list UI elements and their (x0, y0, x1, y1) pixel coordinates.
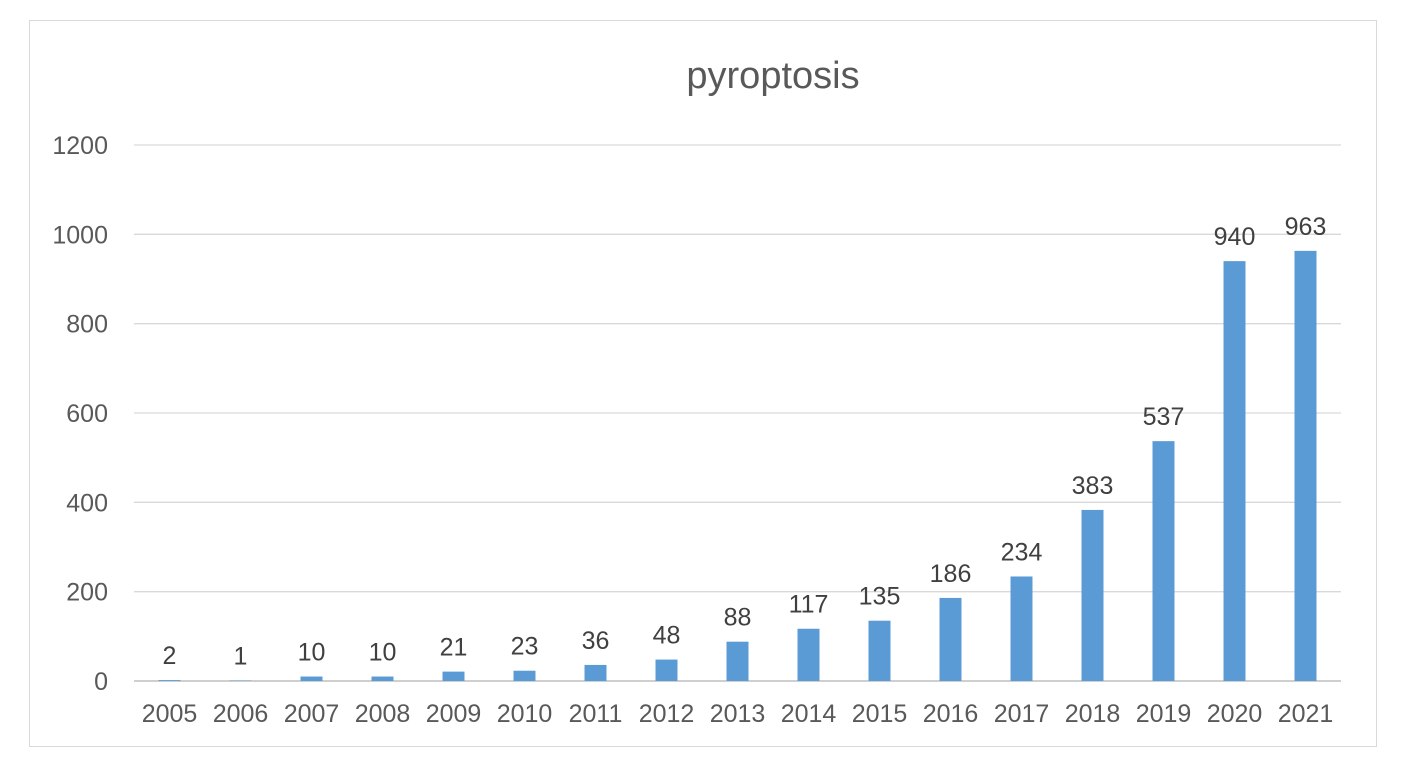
x-tick-label-2020: 2020 (1207, 700, 1263, 728)
data-label-2018: 383 (1072, 472, 1114, 500)
bar-2019 (1152, 441, 1175, 681)
bar-2021 (1294, 250, 1317, 682)
data-label-2012: 48 (653, 622, 681, 650)
bar-2013 (726, 641, 749, 681)
data-label-2021: 963 (1285, 213, 1327, 241)
bar-2012 (655, 659, 678, 681)
x-tick-label-2012: 2012 (639, 700, 695, 728)
data-label-2013: 88 (724, 604, 752, 632)
bar-2010 (513, 670, 536, 681)
x-tick-label-2008: 2008 (355, 700, 411, 728)
bar-2008 (371, 676, 394, 681)
x-tick-label-2014: 2014 (781, 700, 837, 728)
x-tick-label-2010: 2010 (497, 700, 553, 728)
x-tick-label-2015: 2015 (852, 700, 908, 728)
y-tick-label: 1000 (52, 221, 108, 249)
data-label-2008: 10 (369, 639, 397, 667)
x-tick-label-2006: 2006 (213, 700, 269, 728)
gridlines (134, 144, 1341, 682)
bar-2018 (1081, 509, 1104, 681)
x-axis-tick-labels: 2005 2006 2007 2008 2009 2010 2011 2012 2013 2014… (142, 700, 1334, 728)
x-tick-label-2021: 2021 (1278, 700, 1334, 728)
bar-2017 (1010, 576, 1033, 681)
bar-2005 (158, 680, 181, 681)
y-tick-label: 400 (66, 489, 108, 517)
x-tick-label-2005: 2005 (142, 700, 198, 728)
bars (158, 250, 1317, 682)
x-tick-label-2017: 2017 (994, 700, 1050, 728)
x-tick-label-2019: 2019 (1136, 700, 1192, 728)
chart-title: pyroptosis (686, 55, 859, 97)
bar-2016 (939, 597, 962, 681)
x-tick-label-2007: 2007 (284, 700, 340, 728)
bar-2014 (797, 628, 820, 681)
chart-area-border (29, 20, 1377, 747)
data-label-2005: 2 (163, 642, 177, 670)
x-tick-label-2009: 2009 (426, 700, 482, 728)
x-tick-label-2016: 2016 (923, 700, 979, 728)
x-tick-label-2018: 2018 (1065, 700, 1121, 728)
y-tick-label: 1200 (52, 132, 108, 160)
bar-2011 (584, 664, 607, 681)
data-label-2010: 23 (511, 633, 539, 661)
bar-2015 (868, 620, 891, 681)
y-tick-label: 800 (66, 311, 108, 339)
y-tick-label: 200 (66, 579, 108, 607)
bar-2007 (300, 676, 323, 681)
y-axis-tick-labels: 0 200 400 600 800 1000 1200 (52, 132, 108, 696)
y-tick-label: 0 (94, 668, 108, 696)
data-label-2015: 135 (859, 583, 901, 611)
y-tick-label: 600 (66, 400, 108, 428)
data-label-2016: 186 (930, 560, 972, 588)
data-label-2006: 1 (234, 643, 248, 671)
data-label-2007: 10 (298, 639, 326, 667)
data-label-2020: 940 (1214, 223, 1256, 251)
data-label-2009: 21 (440, 634, 468, 662)
data-label-2019: 537 (1143, 403, 1185, 431)
bar-2020 (1223, 261, 1246, 681)
bar-2009 (442, 671, 465, 681)
x-tick-label-2013: 2013 (710, 700, 766, 728)
data-label-2014: 117 (789, 591, 829, 619)
data-label-2017: 234 (1001, 538, 1043, 566)
x-tick-label-2011: 2011 (569, 700, 623, 728)
data-label-2011: 36 (582, 627, 610, 655)
